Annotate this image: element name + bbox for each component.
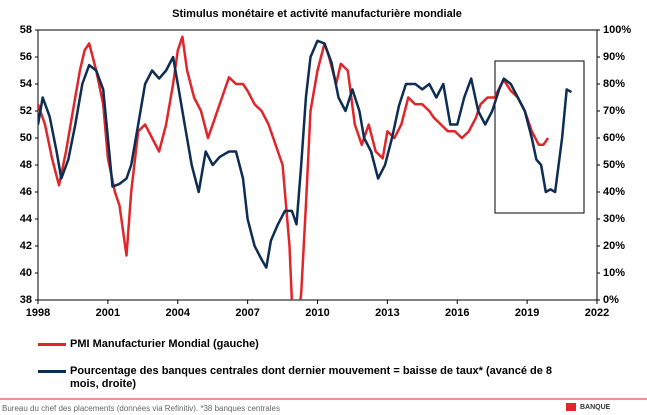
- legend-entry: Pourcentage des banques centrales dont d…: [70, 365, 553, 390]
- y-tick-label: 58: [20, 24, 32, 36]
- x-tick-label: 2010: [305, 307, 329, 319]
- series-line: [38, 35, 550, 300]
- highlight-box: [494, 60, 585, 214]
- x-tick-label: 2013: [375, 307, 399, 319]
- y2-tick-label: 80%: [603, 78, 625, 90]
- y2-tick-label: 20%: [603, 240, 625, 252]
- x-tick-label: 2007: [235, 307, 259, 319]
- y2-tick-label: 40%: [603, 186, 625, 198]
- logo: BANQUE: [580, 404, 611, 411]
- y2-tick-label: 90%: [603, 51, 625, 63]
- y2-tick-label: 10%: [603, 267, 625, 279]
- y-tick-label: 50: [20, 132, 32, 144]
- y-tick-label: 54: [20, 78, 33, 90]
- chart-title: Stimulus monétaire et activité manufactu…: [172, 8, 462, 20]
- y-tick-label: 44: [20, 213, 33, 225]
- y2-tick-label: 50%: [603, 159, 625, 171]
- y-tick-label: 48: [20, 159, 32, 171]
- x-tick-label: 2016: [445, 307, 469, 319]
- y-tick-label: 52: [20, 105, 32, 117]
- x-tick-label: 2019: [515, 307, 539, 319]
- x-tick-label: 2004: [166, 307, 191, 319]
- legend-swatch: [38, 370, 66, 373]
- y-tick-label: 38: [20, 294, 32, 306]
- y-tick-label: 42: [20, 240, 32, 252]
- y2-tick-label: 30%: [603, 213, 625, 225]
- y2-tick-label: 60%: [603, 132, 625, 144]
- y2-tick-label: 70%: [603, 105, 625, 117]
- logo-icon: [566, 403, 576, 411]
- x-tick-label: 2022: [585, 307, 609, 319]
- y-tick-label: 40: [20, 267, 32, 279]
- y-tick-label: 56: [20, 51, 32, 63]
- y2-tick-label: 100%: [603, 24, 631, 36]
- x-tick-label: 1998: [26, 307, 50, 319]
- y-tick-label: 46: [20, 186, 32, 198]
- source-note: Bureau du chef des placements (données v…: [2, 404, 280, 413]
- series-line: [38, 39, 573, 269]
- x-tick-label: 2001: [96, 307, 120, 319]
- y2-tick-label: 0%: [603, 294, 619, 306]
- legend-swatch: [38, 343, 66, 346]
- legend-entry: PMI Manufacturier Mondial (gauche): [70, 338, 259, 350]
